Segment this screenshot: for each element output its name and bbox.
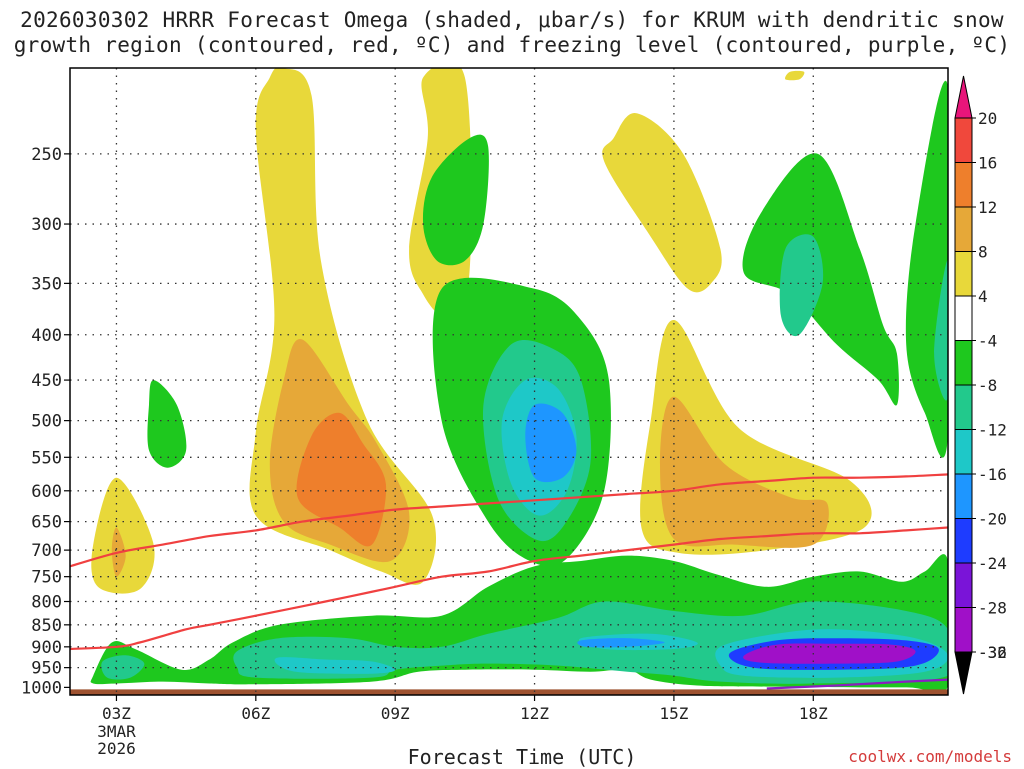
omega-region-sinking-0340z <box>147 380 187 468</box>
omega-region-rising-column-1415z <box>602 113 722 293</box>
omega-region-sinking-right-edge <box>905 80 948 458</box>
y-tick-label-400: 400 <box>31 326 62 346</box>
y-tick-label-750: 750 <box>31 568 62 588</box>
y-tick-label-350: 350 <box>31 274 62 294</box>
x-tick-label-12Z: 12Z <box>520 704 549 723</box>
colorbar-label--16: -16 <box>978 465 1007 484</box>
omega-region-rising-left-0245z <box>91 477 155 594</box>
colorbar-label-4: 4 <box>978 287 988 306</box>
omega-region-sinking-1200z-blue <box>525 403 577 483</box>
omega-region-low-level-blue <box>577 638 665 648</box>
y-tick-label-600: 600 <box>31 482 62 502</box>
omega-region-sinking-upper-right-teal <box>779 234 824 337</box>
colorbar-box-12 <box>954 162 973 208</box>
contour-freezing-level <box>766 678 948 690</box>
y-tick-label-1000: 1000 <box>21 678 62 698</box>
y-tick-label-700: 700 <box>31 541 62 561</box>
x-axis-title: Forecast Time (UTC) <box>407 745 637 769</box>
y-tick-label-500: 500 <box>31 412 62 432</box>
colorbar-box-16 <box>954 117 973 163</box>
colorbar-label--32: -32 <box>978 643 1007 662</box>
colorbar-top-arrow <box>954 75 973 119</box>
colorbar-label--12: -12 <box>978 421 1007 440</box>
colorbar-box--20 <box>954 473 973 519</box>
ground-layer <box>70 689 948 695</box>
colorbar-bottom-arrow <box>954 651 973 695</box>
omega-shading-layer <box>90 68 948 695</box>
colorbar-label--36: -36 <box>978 643 1007 662</box>
omega-region-sinking-right-edge-teal <box>934 260 948 401</box>
y-tick-label-450: 450 <box>31 371 62 391</box>
contour-dendritic-upper <box>70 473 948 568</box>
y-tick-label-850: 850 <box>31 616 62 636</box>
omega-region-sinking-1000z <box>422 134 489 266</box>
colorbar-label-20: 20 <box>978 109 997 128</box>
x-tick-label-18Z: 18Z <box>799 704 828 723</box>
y-tick-label-950: 950 <box>31 659 62 679</box>
x-tick-sublabel: 2026 <box>97 739 136 758</box>
y-tick-label-800: 800 <box>31 593 62 613</box>
colorbar-label--28: -28 <box>978 599 1007 618</box>
colorbar-box--28 <box>954 562 973 608</box>
credit-link[interactable]: coolwx.com/models <box>848 747 1012 766</box>
omega-region-low-level-purple <box>743 643 916 664</box>
colorbar-box-4 <box>954 251 973 297</box>
y-tick-label-250: 250 <box>31 145 62 165</box>
colorbar-box--32 <box>954 607 973 653</box>
colorbar-box--8 <box>954 340 973 386</box>
colorbar-label--20: -20 <box>978 510 1007 529</box>
omega-region-rising-column-1415z-right <box>785 70 805 81</box>
ground-surface <box>70 689 948 695</box>
y-tick-label-300: 300 <box>31 215 62 235</box>
colorbar-box--24 <box>954 518 973 564</box>
y-tick-label-650: 650 <box>31 513 62 533</box>
colorbar: 20 16 12 8 4 -4 -8 -12 -16 -20 -24 -28 -32-36 <box>954 75 1007 695</box>
contour-dendritic-lower <box>70 526 948 651</box>
plot-frame <box>69 67 949 696</box>
colorbar-label--4: -4 <box>978 332 997 351</box>
axes-layer: 2503003504004505005506006507007508008509… <box>21 67 949 758</box>
x-tick-sublabel: 3MAR <box>97 722 136 741</box>
colorbar-label-16: 16 <box>978 154 997 173</box>
x-tick-label-09Z: 09Z <box>381 704 410 723</box>
colorbar-box-8 <box>954 206 973 252</box>
omega-region-rising-column-1600z-gold <box>660 396 829 548</box>
colorbar-label--8: -8 <box>978 376 997 395</box>
colorbar-label--24: -24 <box>978 554 1007 573</box>
colorbar-box--12 <box>954 384 973 430</box>
omega-region-low-level-cyan <box>274 657 396 674</box>
x-tick-label-15Z: 15Z <box>659 704 688 723</box>
colorbar-box--4 <box>954 295 973 341</box>
colorbar-box--16 <box>954 429 973 475</box>
colorbar-label-12: 12 <box>978 198 997 217</box>
x-tick-label-03Z: 03Z <box>102 704 131 723</box>
y-tick-label-550: 550 <box>31 448 62 468</box>
chart-title-line2: growth region (contoured, red, ºC) and f… <box>13 33 1011 57</box>
colorbar-label-8: 8 <box>978 243 988 262</box>
contour-layer <box>70 473 948 690</box>
chart-title-line1: 2026030302 HRRR Forecast Omega (shaded, … <box>20 8 1004 32</box>
y-tick-label-900: 900 <box>31 638 62 658</box>
x-tick-label-06Z: 06Z <box>241 704 270 723</box>
